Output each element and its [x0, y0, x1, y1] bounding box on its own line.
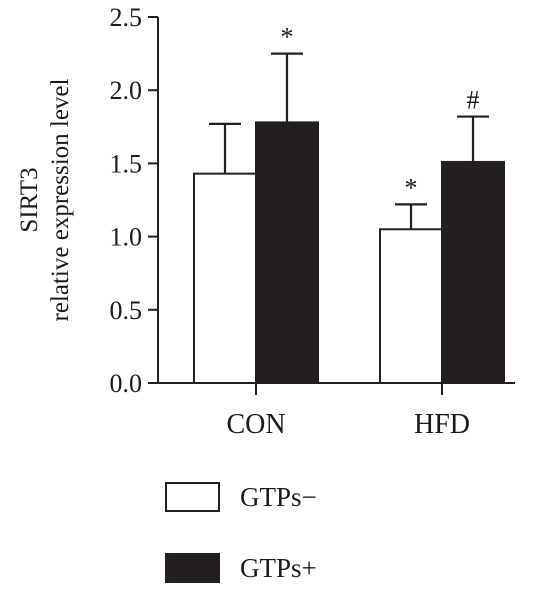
- y-tick-label: 1.5: [110, 149, 143, 178]
- y-tick-label: 1.0: [110, 223, 143, 252]
- x-tick-label: CON: [226, 409, 285, 440]
- bar: [255, 121, 319, 385]
- y-tick-label: 0.5: [110, 296, 143, 325]
- plot-area: * * #0.0 0.5 1.0 1.5 2.0 2.5 CON HFD: [110, 3, 515, 440]
- legend-swatch: [165, 482, 220, 512]
- legend-label: GTPs−: [240, 482, 317, 512]
- x-tick-label: HFD: [414, 409, 470, 440]
- legend-swatch: [165, 553, 220, 583]
- bar: [379, 228, 443, 384]
- y-tick-label: 0.0: [110, 369, 143, 398]
- y-axis-title-line1: SIRT3: [16, 167, 43, 232]
- y-axis-title: SIRT3 relative expression level: [16, 78, 74, 321]
- y-tick-label: 2.0: [110, 76, 143, 105]
- significance-label: #: [467, 86, 480, 115]
- y-tick-label: 2.5: [110, 3, 143, 32]
- legend-label: GTPs+: [240, 553, 317, 583]
- bar: [193, 172, 257, 384]
- legend: GTPs− GTPs+: [165, 482, 317, 583]
- significance-label: *: [405, 173, 418, 202]
- y-axis-title-line2: relative expression level: [47, 78, 74, 321]
- significance-label: *: [281, 23, 294, 52]
- bar: [441, 160, 505, 384]
